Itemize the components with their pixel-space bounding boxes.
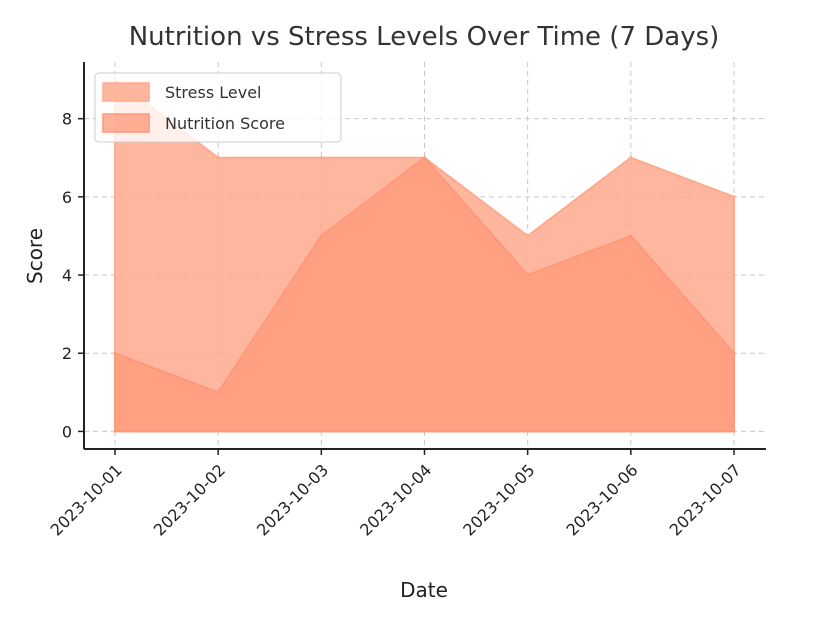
- x-axis-label: Date: [400, 578, 448, 602]
- point-stress-level: [216, 156, 220, 160]
- legend-label-nutrition-score: Nutrition Score: [165, 114, 285, 133]
- plot-area: [113, 77, 736, 433]
- x-tick-label: 2023-10-03: [253, 460, 332, 539]
- chart-title: Nutrition vs Stress Levels Over Time (7 …: [129, 22, 720, 52]
- y-axis-label: Score: [23, 228, 47, 284]
- point-stress-level: [526, 234, 530, 238]
- point-nutrition-score: [732, 351, 736, 355]
- legend-swatch-nutrition-score: [102, 113, 150, 133]
- x-tick-label: 2023-10-02: [150, 460, 229, 539]
- x-tick-label: 2023-10-06: [562, 460, 641, 539]
- y-tick-label: 6: [62, 188, 72, 207]
- x-tick-label: 2023-10-04: [356, 460, 435, 539]
- x-tick-label: 2023-10-01: [47, 460, 126, 539]
- point-nutrition-score: [319, 234, 323, 238]
- legend-label-stress-level: Stress Level: [165, 83, 262, 102]
- y-ticks: 0 2 4 6 8: [62, 110, 84, 441]
- point-nutrition-score: [423, 156, 426, 160]
- x-tick-label: 2023-10-05: [459, 460, 538, 539]
- legend-swatch-stress-level: [102, 82, 150, 102]
- legend-box: [94, 72, 342, 143]
- x-tick-label: 2023-10-07: [666, 460, 745, 539]
- area-nutrition-score: [114, 156, 735, 433]
- point-nutrition-score: [113, 351, 117, 355]
- point-stress-level: [629, 156, 633, 160]
- y-tick-label: 0: [62, 422, 72, 441]
- point-stress-level: [319, 156, 323, 160]
- x-ticks: 2023-10-01 2023-10-02 2023-10-03 2023-10-04…: [47, 449, 745, 540]
- legend: Stress Level Nutrition Score: [94, 72, 342, 143]
- point-nutrition-score: [526, 273, 530, 277]
- point-nutrition-score: [629, 234, 633, 238]
- point-nutrition-score: [216, 390, 220, 394]
- y-tick-label: 8: [62, 110, 72, 129]
- point-stress-level: [732, 195, 736, 199]
- y-tick-label: 2: [62, 344, 72, 363]
- y-tick-label: 4: [62, 266, 72, 285]
